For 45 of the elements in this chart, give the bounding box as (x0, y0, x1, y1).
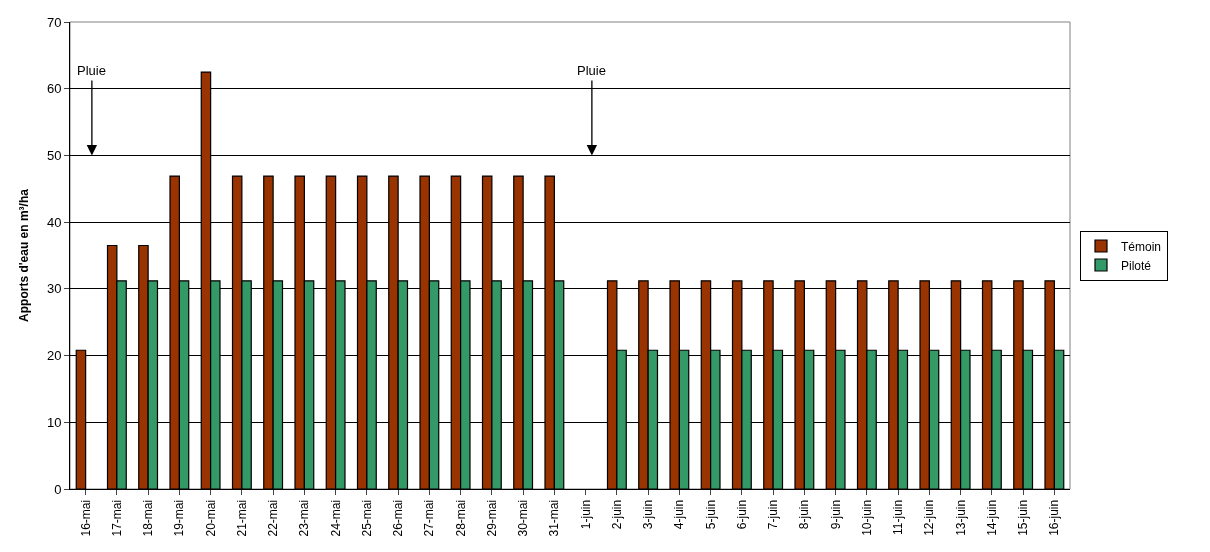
x-tick-label: 12-juin (922, 499, 937, 536)
legend-label: Piloté (1121, 258, 1152, 273)
annotation: Pluie (577, 63, 606, 78)
x-tick-label: 18-mai (141, 499, 156, 537)
x-tick-label: 13-juin (953, 499, 968, 536)
x-tick-label: 23-mai (297, 499, 312, 537)
y-tick-label: 10 (46, 414, 62, 430)
x-tick-label: 9-juin (828, 499, 843, 530)
x-tick-label: 22-mai (266, 499, 281, 537)
x-tick-label: 16-mai (78, 499, 93, 537)
x-tick-label: 28-mai (453, 499, 468, 537)
y-tick-label: 60 (46, 81, 62, 97)
y-axis-title: Apports d'eau en m³/ha (17, 188, 32, 322)
x-tick-label: 14-juin (984, 499, 999, 536)
y-tick-label: 40 (46, 214, 62, 230)
x-tick-label: 16-juin (1047, 499, 1062, 536)
x-tick-label: 1-juin (578, 499, 593, 530)
x-tick-label: 19-mai (172, 499, 187, 537)
annotation: Pluie (77, 63, 106, 78)
x-tick-label: 2-juin (609, 499, 624, 530)
legend-label: Témoin (1121, 239, 1162, 254)
x-tick-label: 5-juin (703, 499, 718, 530)
x-tick-label: 15-juin (1016, 499, 1031, 536)
y-tick-label: 0 (54, 481, 62, 497)
x-tick-label: 10-juin (859, 499, 874, 536)
y-tick-label: 50 (46, 147, 62, 163)
x-tick-label: 7-juin (766, 499, 781, 530)
x-tick-label: 27-mai (422, 499, 437, 537)
x-tick-label: 31-mai (547, 499, 562, 537)
x-tick-label: 29-mai (484, 499, 499, 537)
y-tick-label: 20 (46, 348, 62, 364)
x-tick-label: 6-juin (734, 499, 749, 530)
x-tick-label: 11-juin (891, 499, 906, 535)
x-tick-label: 3-juin (641, 499, 656, 530)
y-tick-label: 30 (46, 281, 62, 297)
x-tick-label: 21-mai (234, 499, 249, 537)
x-tick-label: 30-mai (516, 499, 531, 537)
x-tick-label: 4-juin (672, 499, 687, 530)
y-tick-label: 70 (46, 14, 62, 30)
x-tick-label: 20-mai (203, 499, 218, 537)
x-tick-label: 17-mai (109, 499, 124, 537)
x-tick-label: 26-mai (391, 499, 406, 537)
x-tick-label: 24-mai (328, 499, 343, 537)
x-tick-label: 8-juin (797, 499, 812, 530)
x-tick-label: 25-mai (359, 499, 374, 537)
